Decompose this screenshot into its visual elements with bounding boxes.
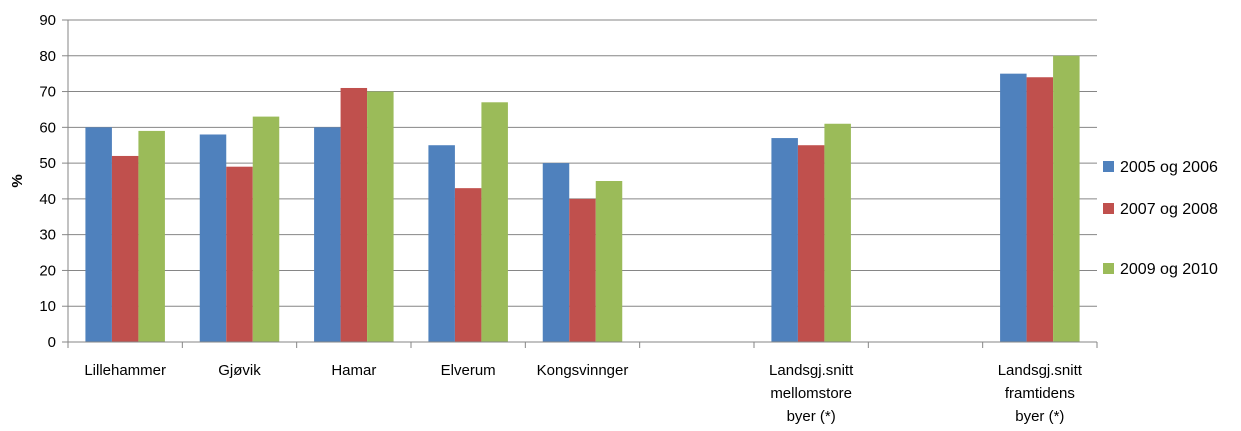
bar-2007-og-2008-Hamar <box>340 87 368 342</box>
x-category-label: mellomstore <box>770 385 852 402</box>
bar-2005-og-2006-Landsgj.snitt <box>1000 73 1027 343</box>
legend-label: 2007 og 2008 <box>1120 201 1218 218</box>
legend-swatch <box>1103 203 1114 214</box>
axes <box>62 19 1098 348</box>
bar-2009-og-2010-Landsgj.snitt <box>824 123 851 342</box>
legend-label: 2009 og 2010 <box>1120 261 1218 278</box>
bar-2005-og-2006-Landsgj.snitt <box>771 138 798 342</box>
bar-2009-og-2010-Lillehammer <box>138 130 165 342</box>
y-tick-label: 50 <box>39 155 56 172</box>
y-tick-label: 60 <box>39 119 56 136</box>
bar-2005-og-2006-Hamar <box>314 127 341 342</box>
y-axis-label: % <box>9 174 26 187</box>
bar-2009-og-2010-Gjøvik <box>252 116 280 342</box>
bar-2007-og-2008-Landsgj.snitt <box>797 145 825 342</box>
y-tick-label: 80 <box>39 48 56 65</box>
x-category-label: Hamar <box>331 362 376 379</box>
bar-2005-og-2006-Lillehammer <box>85 127 112 342</box>
bar-2009-og-2010-Landsgj.snitt <box>1053 55 1080 343</box>
bar-2009-og-2010-Kongsvinnger <box>595 181 623 342</box>
x-category-label: Gjøvik <box>218 362 261 379</box>
y-tick-label: 70 <box>39 84 56 101</box>
y-tick-label: 10 <box>39 298 56 315</box>
y-tick-label: 40 <box>39 191 56 208</box>
y-tick-label: 0 <box>48 334 56 351</box>
y-tick-label: 30 <box>39 227 56 244</box>
x-category-label: byer (*) <box>1015 408 1064 425</box>
legend-swatch <box>1103 161 1114 172</box>
legend: 2005 og 2006 2007 og 2008 2009 og 2010 <box>1103 159 1218 278</box>
x-category-label: Landsgj.snitt <box>769 362 854 379</box>
bar-2005-og-2006-Gjøvik <box>199 134 227 342</box>
bar-2007-og-2008-Landsgj.snitt <box>1026 77 1054 342</box>
bar-2007-og-2008-Elverum <box>454 188 482 342</box>
x-category-label: byer (*) <box>787 408 836 425</box>
x-category-label: Lillehammer <box>84 362 166 379</box>
legend-swatch <box>1103 263 1114 274</box>
bar-2007-og-2008-Kongsvinnger <box>569 198 596 342</box>
x-category-label: Kongsvinnger <box>537 362 629 379</box>
x-category-label: Elverum <box>441 362 496 379</box>
x-category-labels: Lillehammer Gjøvik Hamar Elverum Kongsvinnge… <box>84 362 1082 425</box>
legend-label: 2005 og 2006 <box>1120 159 1218 176</box>
bar-2007-og-2008-Gjøvik <box>226 166 253 342</box>
x-category-label: framtidens <box>1005 385 1075 402</box>
bars <box>85 55 1080 343</box>
bar-2007-og-2008-Lillehammer <box>111 155 139 342</box>
bar-2009-og-2010-Hamar <box>367 91 394 342</box>
bar-2005-og-2006-Elverum <box>428 145 455 342</box>
x-category-label: Landsgj.snitt <box>998 362 1083 379</box>
y-tick-label: 90 <box>39 12 56 29</box>
bar-2005-og-2006-Kongsvinnger <box>542 163 570 342</box>
y-tick-labels: 0 10 20 30 40 50 60 70 80 90 <box>39 12 56 351</box>
bar-2009-og-2010-Elverum <box>481 102 508 343</box>
y-tick-label: 20 <box>39 262 56 279</box>
